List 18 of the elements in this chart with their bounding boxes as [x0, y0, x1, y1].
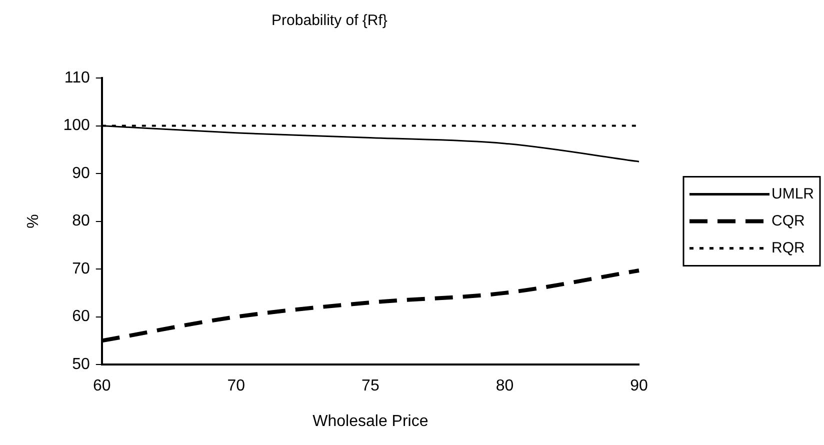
y-tick-label: 80 — [72, 212, 90, 230]
y-tick-label: 100 — [63, 117, 90, 134]
legend-label: RQR — [772, 239, 805, 256]
y-tick-label: 50 — [72, 356, 90, 374]
y-tick-label: 110 — [64, 69, 90, 86]
x-tick-label: 70 — [227, 378, 246, 395]
y-tick-label: 90 — [72, 164, 90, 182]
x-tick-label: 75 — [362, 378, 380, 395]
x-tick-label: 80 — [496, 378, 514, 395]
x-axis-title: Wholesale Price — [312, 412, 428, 430]
y-tick-label: 70 — [72, 260, 90, 278]
x-tick-label: 90 — [630, 378, 648, 395]
y-tick-label: 60 — [72, 308, 90, 326]
x-tick-label: 60 — [92, 378, 111, 395]
legend-label: CQR — [772, 212, 805, 230]
legend-label: UMLR — [772, 185, 814, 202]
chart-title: Probability of {Rf} — [272, 12, 388, 30]
y-axis-title: % — [25, 214, 42, 228]
